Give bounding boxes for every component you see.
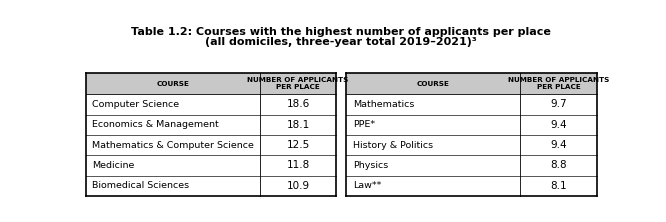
Text: 18.1: 18.1 <box>286 120 310 130</box>
Text: NUMBER OF APPLICANTS
PER PLACE: NUMBER OF APPLICANTS PER PLACE <box>508 77 609 90</box>
Text: Mathematics: Mathematics <box>353 100 414 109</box>
Text: History & Politics: History & Politics <box>353 141 433 150</box>
Text: 11.8: 11.8 <box>286 161 310 170</box>
Text: Biomedical Sciences: Biomedical Sciences <box>92 181 189 190</box>
Text: (all domiciles, three-year total 2019–2021)³: (all domiciles, three-year total 2019–20… <box>205 37 478 47</box>
Text: 18.6: 18.6 <box>286 99 310 109</box>
Text: Economics & Management: Economics & Management <box>92 120 218 129</box>
Text: 9.4: 9.4 <box>550 140 567 150</box>
Text: PPE*: PPE* <box>353 120 375 129</box>
Text: Medicine: Medicine <box>92 161 135 170</box>
Text: Mathematics & Computer Science: Mathematics & Computer Science <box>92 141 254 150</box>
Text: 9.4: 9.4 <box>550 120 567 130</box>
Text: Computer Science: Computer Science <box>92 100 179 109</box>
Text: Table 1.2: Courses with the highest number of applicants per place: Table 1.2: Courses with the highest numb… <box>131 28 551 38</box>
Text: Law**: Law** <box>353 181 381 190</box>
Text: COURSE: COURSE <box>157 81 189 87</box>
Text: COURSE: COURSE <box>417 81 450 87</box>
Text: Physics: Physics <box>353 161 388 170</box>
Text: 9.7: 9.7 <box>550 99 567 109</box>
Text: 12.5: 12.5 <box>286 140 310 150</box>
Text: 8.8: 8.8 <box>550 161 567 170</box>
Text: 8.1: 8.1 <box>550 181 567 191</box>
Text: 10.9: 10.9 <box>286 181 310 191</box>
Text: NUMBER OF APPLICANTS
PER PLACE: NUMBER OF APPLICANTS PER PLACE <box>247 77 349 90</box>
